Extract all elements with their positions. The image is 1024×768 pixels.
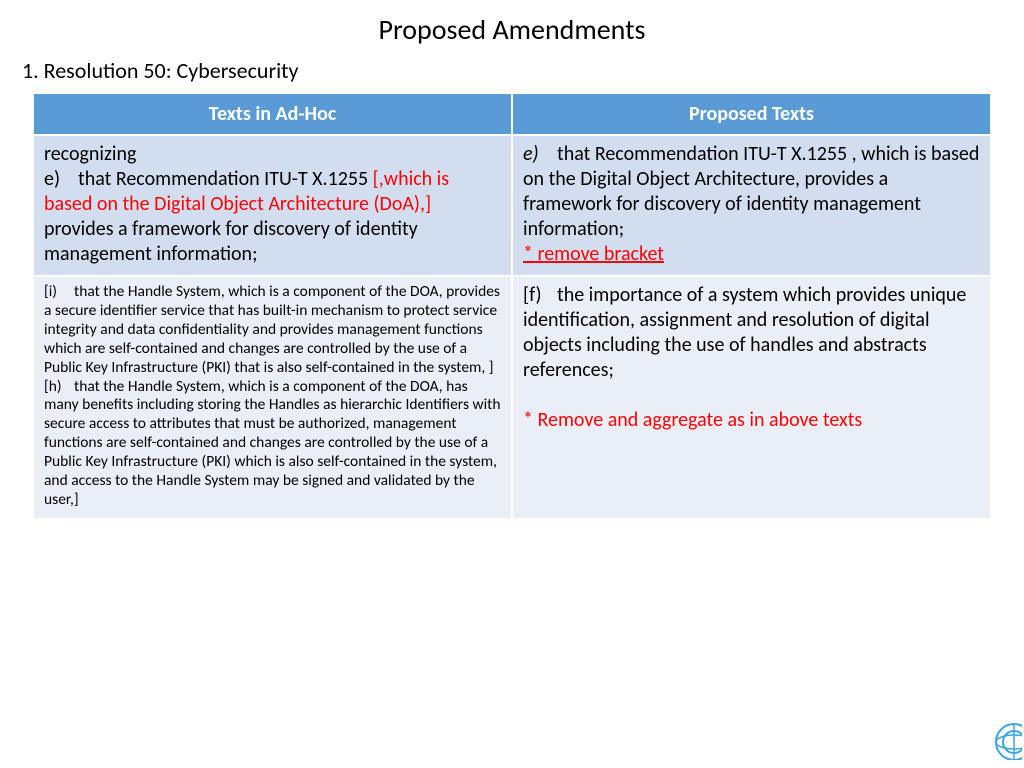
row2-left-text-i: that the Handle System, which is a compo…	[44, 282, 500, 377]
table-header-row: Texts in Ad-Hoc Proposed Texts	[33, 93, 991, 135]
itu-logo-icon	[992, 720, 1022, 760]
item-label-e: e)	[44, 167, 78, 192]
item-label-h: [h)	[44, 378, 74, 397]
item-label-f: [f)	[523, 283, 557, 308]
section-subtitle: 1. Resolution 50: Cybersecurity	[0, 57, 1024, 92]
table-row: recognizing e)that Recommendation ITU-T …	[33, 135, 991, 276]
row2-right-body: [f)the importance of a system which prov…	[523, 283, 980, 383]
row2-left-para-h: [h)that the Handle System, which is a co…	[44, 378, 501, 510]
row1-left-body: e)that Recommendation ITU-T X.1255 [,whi…	[44, 167, 501, 267]
remove-aggregate-note: * Remove and aggregate as in above texts	[523, 408, 980, 433]
row2-right-text: the importance of a system which provide…	[523, 283, 966, 382]
row1-left-t1: that Recommendation ITU-T X.1255	[78, 167, 373, 191]
row1-right-cell: e)that Recommendation ITU-T X.1255 , whi…	[512, 135, 991, 276]
amendments-table: Texts in Ad-Hoc Proposed Texts recognizi…	[32, 92, 992, 520]
page-title: Proposed Amendments	[0, 0, 1024, 57]
item-label-e-right: e)	[523, 142, 557, 167]
recognizing-text: recognizing	[44, 142, 501, 167]
row2-left-cell: [i)that the Handle System, which is a co…	[33, 276, 512, 519]
row2-right-cell: [f)the importance of a system which prov…	[512, 276, 991, 519]
row2-left-text-h: that the Handle System, which is a compo…	[44, 377, 500, 509]
row1-right-body: e)that Recommendation ITU-T X.1255 , whi…	[523, 142, 980, 242]
row1-left-cell: recognizing e)that Recommendation ITU-T …	[33, 135, 512, 276]
row2-left-para-i: [i)that the Handle System, which is a co…	[44, 283, 501, 378]
item-label-i: [i)	[44, 283, 74, 302]
table-row: [i)that the Handle System, which is a co…	[33, 276, 991, 519]
header-right: Proposed Texts	[512, 93, 991, 135]
header-left: Texts in Ad-Hoc	[33, 93, 512, 135]
remove-bracket-note: * remove bracket	[523, 242, 980, 267]
row1-left-t2: provides a framework for discovery of id…	[44, 217, 418, 266]
row1-right-text: that Recommendation ITU-T X.1255 , which…	[523, 142, 979, 241]
